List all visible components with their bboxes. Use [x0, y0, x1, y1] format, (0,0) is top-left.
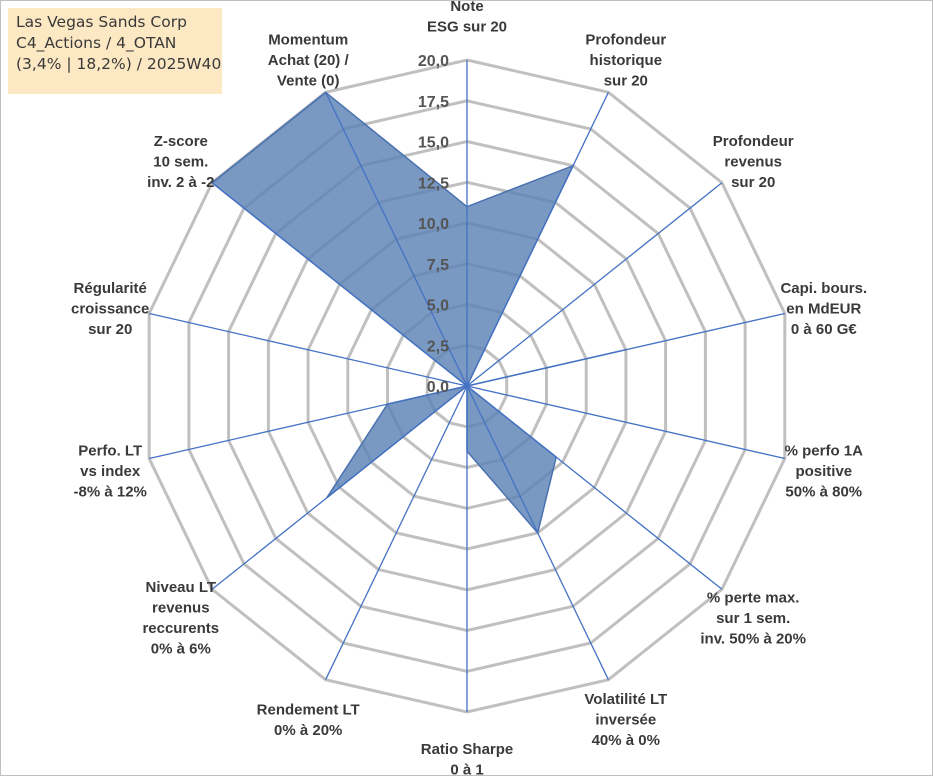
axis-spoke: [466, 92, 609, 387]
axis-label-line: Volatilité LT: [584, 691, 667, 708]
axis-label-line: inv. 50% à 20%: [700, 630, 806, 647]
title-box: Las Vegas Sands Corp C4_Actions / 4_OTAN…: [8, 8, 222, 94]
tick-label: 10,0: [418, 216, 449, 233]
axis-label-line: croissance: [71, 300, 149, 317]
axis-spoke: [325, 385, 468, 680]
axis-label-line: Momentum: [268, 32, 348, 49]
axis-spoke: [325, 92, 468, 387]
axis-label-line: Capi. bours.: [780, 280, 867, 297]
axis-label-line: sur 20: [88, 321, 132, 338]
axis-label: Régularité croissance sur 20: [71, 280, 149, 338]
tick-label: 0,0: [427, 379, 449, 396]
axis-label: % perte max. sur 1 sem. inv. 50% à 20%: [700, 589, 806, 647]
axis-label-line: 10 sem.: [153, 154, 208, 171]
axis-label-line: 40% à 0%: [592, 732, 660, 749]
axis-label-line: Z-score: [154, 133, 208, 150]
axis-label: Momentum Achat (20) / Vente (0): [268, 32, 350, 90]
period-label: (3,4% | 18,2%) / 2025W40: [16, 55, 222, 73]
axis-spoke: [466, 385, 723, 590]
axis-label-line: Profondeur: [585, 32, 666, 49]
axis-label-line: sur 20: [604, 73, 648, 90]
axis-label-line: Niveau LT: [146, 579, 217, 596]
axis-label: Ratio Sharpe 0 à 1: [421, 741, 514, 776]
axis-label-line: Vente (0): [277, 73, 340, 90]
axis-label-line: sur 1 sem.: [716, 610, 790, 627]
axis-label-line: ESG sur 20: [427, 19, 507, 36]
axis-label-line: reccurents: [142, 620, 219, 637]
axis-label: Capi. bours. en MdEUR 0 à 60 G€: [780, 280, 867, 338]
axis-spoke: [149, 385, 468, 460]
axis-label-line: revenus: [152, 600, 210, 617]
axis-label-line: en MdEUR: [786, 300, 861, 317]
axis-spoke: [149, 312, 468, 387]
axis-label-line: 0% à 20%: [274, 722, 342, 739]
tick-label: 17,5: [418, 94, 449, 111]
axis-label-line: % perfo 1A: [785, 443, 864, 460]
axis-labels: Note ESG sur 20 Profondeur historique sur 20…: [71, 0, 867, 776]
axis-label-line: inversée: [595, 712, 656, 729]
axis-label: Profondeur historique sur 20: [585, 32, 666, 90]
axis-spokes: [149, 60, 785, 712]
axis-spoke: [466, 312, 785, 387]
axis-label-line: Régularité: [74, 280, 147, 297]
axis-label-line: Achat (20) /: [268, 52, 350, 69]
axis-label-line: % perte max.: [707, 589, 800, 606]
axis-label: Perfo. LT vs index -8% à 12%: [74, 443, 147, 501]
tick-label: 5,0: [427, 298, 449, 315]
radial-tick-labels: 0,0 2,5 5,0 7,5 10,0 12,5 15,0 17,5 20,0: [418, 53, 449, 396]
axis-spoke: [466, 385, 609, 680]
axis-label-line: historique: [590, 52, 663, 69]
portfolio-label: C4_Actions / 4_OTAN: [16, 34, 177, 52]
company-name: Las Vegas Sands Corp: [16, 13, 187, 31]
axis-label: Z-score 10 sem. inv. 2 à -2: [147, 133, 214, 191]
axis-label-line: vs index: [80, 463, 141, 480]
axis-label: Profondeur revenus sur 20: [713, 133, 794, 191]
axis-label-line: Note: [450, 0, 483, 15]
axis-label-line: 0% à 6%: [151, 641, 211, 658]
axis-label-line: sur 20: [731, 174, 775, 191]
axis-label: Volatilité LT inversée 40% à 0%: [584, 691, 667, 749]
axis-label: Niveau LT revenus reccurents 0% à 6%: [142, 579, 219, 658]
axis-label: % perfo 1A positive 50% à 80%: [785, 443, 864, 501]
axis-label-line: 0 à 60 G€: [791, 321, 858, 338]
tick-label: 20,0: [418, 53, 449, 70]
axis-label-line: inv. 2 à -2: [147, 174, 214, 191]
tick-label: 15,0: [418, 135, 449, 152]
tick-label: 7,5: [427, 257, 449, 274]
tick-label: 12,5: [418, 175, 449, 192]
axis-label-line: positive: [795, 463, 852, 480]
axis-label-line: Profondeur: [713, 133, 794, 150]
tick-label: 2,5: [427, 338, 449, 355]
axis-label: Note ESG sur 20: [427, 0, 507, 36]
axis-label-line: Perfo. LT: [78, 443, 142, 460]
axis-label-line: 0 à 1: [450, 762, 483, 776]
axis-spoke: [466, 182, 723, 387]
axis-label: Rendement LT 0% à 20%: [257, 701, 360, 739]
axis-label-line: Rendement LT: [257, 701, 360, 718]
axis-label-line: Ratio Sharpe: [421, 741, 514, 758]
axis-label-line: -8% à 12%: [74, 484, 147, 501]
axis-label-line: revenus: [724, 154, 782, 171]
axis-label-line: 50% à 80%: [785, 484, 862, 501]
axis-spoke: [211, 182, 468, 387]
axis-spoke: [211, 385, 468, 590]
axis-spoke: [466, 385, 785, 460]
